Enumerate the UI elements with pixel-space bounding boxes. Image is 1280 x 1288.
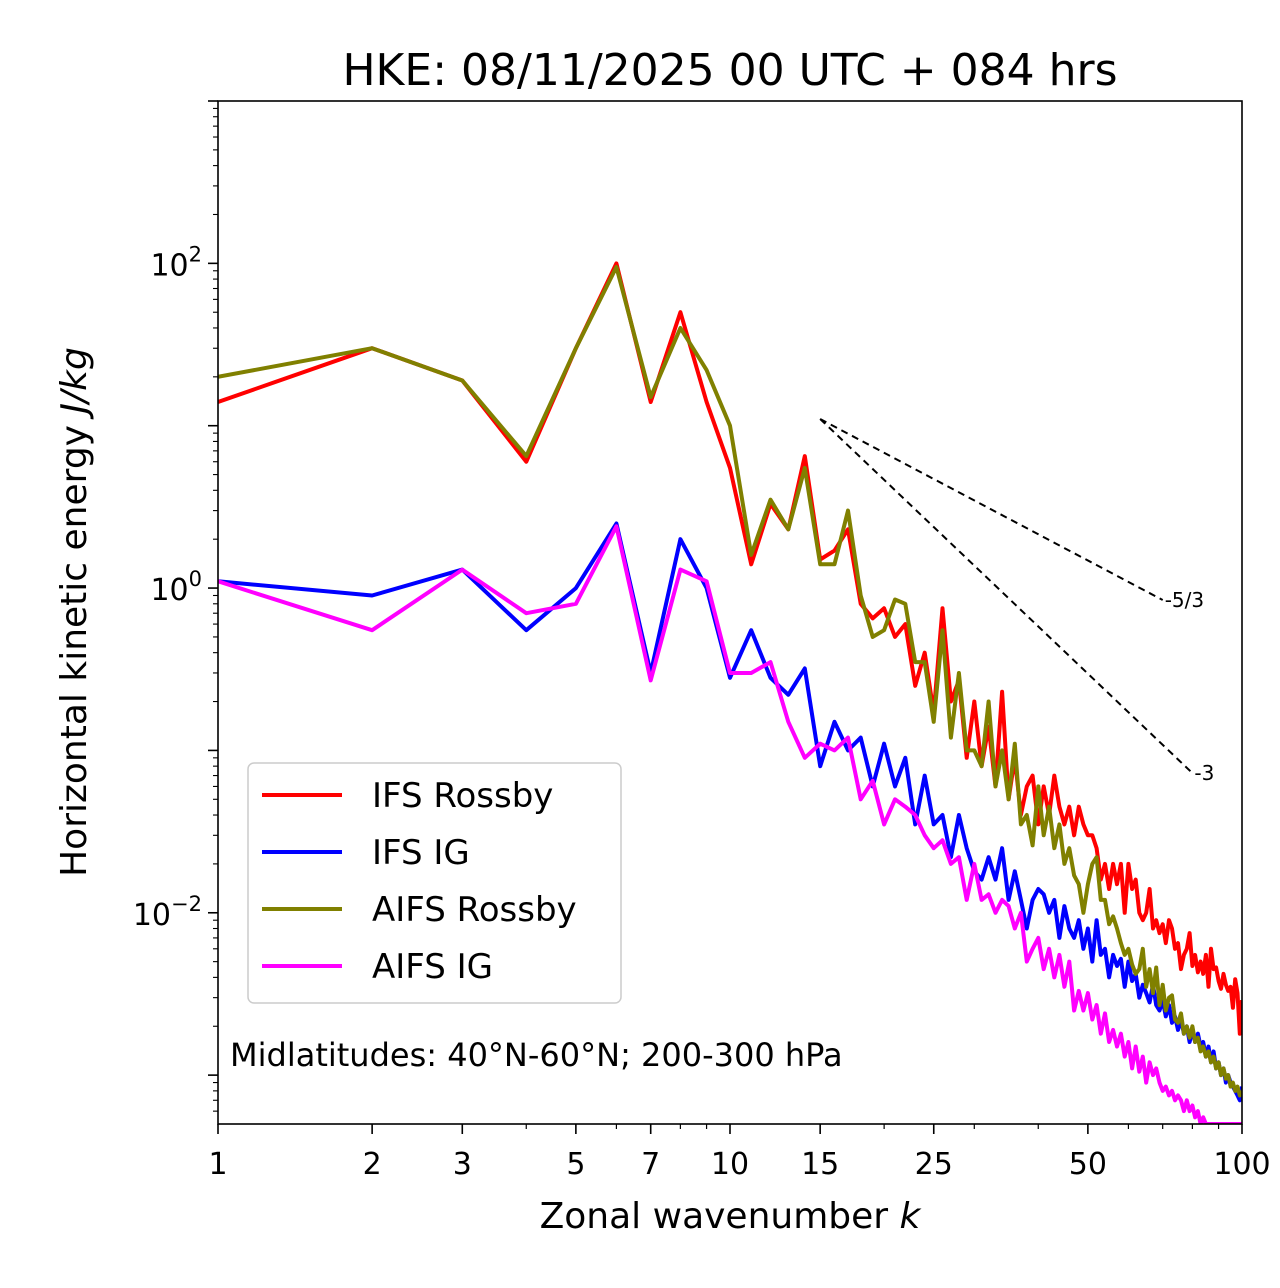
y-tick-label: 102 — [150, 242, 202, 283]
x-axis-label: Zonal wavenumber k — [540, 1196, 923, 1237]
chart-title: HKE: 08/11/2025 00 UTC + 084 hrs — [342, 45, 1117, 96]
legend: IFS Rossby IFS IG AIFS Rossby AIFS IG — [247, 762, 622, 1004]
reference-line — [819, 418, 1164, 601]
region-annotation: Midlatitudes: 40°N-60°N; 200-300 hPa — [230, 1036, 843, 1074]
series-line-aifs-ig — [218, 524, 1242, 1124]
legend-label: AIFS IG — [372, 947, 493, 987]
x-tick-label: 7 — [641, 1147, 660, 1182]
reference-line — [819, 418, 1194, 774]
y-tick-label: 100 — [150, 567, 202, 608]
series-group — [218, 261, 1242, 1124]
x-tick-label: 15 — [801, 1147, 839, 1182]
reference-line-label: -5/3 — [1165, 588, 1204, 612]
x-tick-label: 1 — [208, 1147, 227, 1182]
x-tick-label: 5 — [566, 1147, 585, 1182]
reference-line-label: -3 — [1194, 761, 1214, 785]
y-axis-ticks: 102 100 10−2 — [133, 100, 218, 1112]
x-tick-label: 100 — [1213, 1147, 1270, 1182]
series-line-aifs-rossby — [218, 265, 1242, 1098]
x-tick-label: 50 — [1069, 1147, 1107, 1182]
x-axis-ticks: 1 2 3 5 7 10 15 25 50 100 — [208, 1124, 1271, 1182]
series-line-ifs-ig — [218, 521, 1242, 1103]
legend-box — [247, 762, 622, 1004]
legend-label: IFS IG — [372, 833, 470, 873]
y-tick-label: 10−2 — [133, 892, 202, 933]
reference-lines: -5/3 -3 — [819, 418, 1214, 785]
x-tick-label: 25 — [915, 1147, 953, 1182]
x-tick-label: 10 — [711, 1147, 749, 1182]
x-tick-label: 2 — [363, 1147, 382, 1182]
legend-label: IFS Rossby — [372, 776, 553, 816]
y-axis-label: Horizontal kinetic energy J/kg — [54, 347, 95, 877]
x-tick-label: 3 — [453, 1147, 472, 1182]
legend-label: AIFS Rossby — [372, 890, 577, 930]
